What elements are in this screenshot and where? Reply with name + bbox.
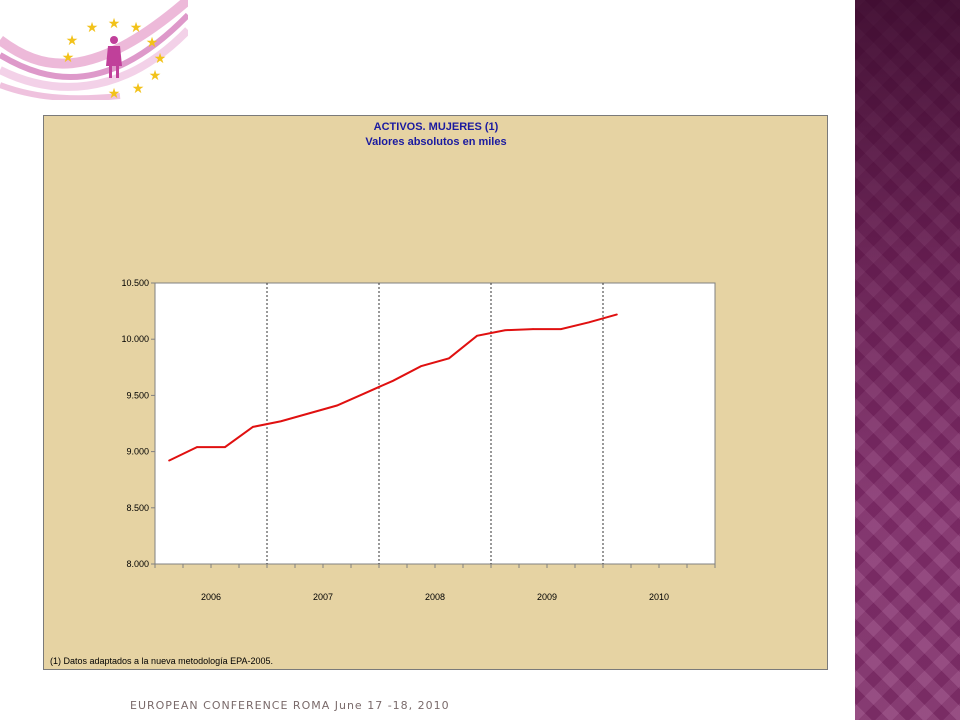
chart-frame: ACTIVOS. MUJERES (1) Valores absolutos e… (43, 115, 828, 670)
chart-title: ACTIVOS. MUJERES (1) (374, 121, 499, 133)
data-point (616, 313, 618, 316)
eu-women-stars-logo: ★ ★ ★ ★ ★ ★ ★ ★ ★ ★ (0, 0, 188, 100)
data-point (168, 459, 170, 462)
svg-text:★: ★ (154, 51, 167, 67)
x-tick-label: 2006 (201, 592, 221, 602)
x-tick-label: 2010 (649, 592, 669, 602)
data-point (336, 404, 338, 407)
svg-text:★: ★ (86, 20, 99, 36)
y-axis: 8.000 8.500 9.000 9.500 10.000 10.500 (121, 278, 155, 569)
plot-area (154, 282, 716, 565)
chart-footnote: (1) Datos adaptados a la nueva metodolog… (50, 656, 273, 666)
woman-figure-icon (106, 36, 122, 78)
data-point (448, 357, 450, 360)
y-tick-label: 9.500 (126, 390, 149, 400)
data-point (476, 335, 478, 337)
y-tick-label: 10.500 (121, 278, 149, 288)
y-tick-label: 8.000 (126, 559, 149, 569)
footer-text: EUROPEAN CONFERENCE ROMA June 17 -18, 20… (130, 699, 450, 712)
y-tick-label: 9.000 (126, 447, 149, 457)
x-tick-label: 2007 (313, 592, 333, 602)
svg-text:★: ★ (66, 33, 79, 49)
data-point (504, 329, 506, 332)
svg-text:★: ★ (132, 81, 145, 97)
data-point (196, 446, 198, 448)
y-tick-label: 10.000 (121, 334, 149, 344)
series-layer (168, 313, 618, 462)
data-point (280, 420, 282, 423)
svg-text:★: ★ (149, 68, 162, 84)
svg-text:★: ★ (108, 86, 121, 100)
data-point (308, 412, 310, 415)
x-tick-label: 2008 (425, 592, 445, 602)
data-point (224, 446, 226, 448)
chart-subtitle: Valores absolutos en miles (365, 136, 506, 148)
data-point (252, 426, 254, 428)
y-tick-label: 8.500 (126, 503, 149, 513)
data-point (364, 392, 366, 394)
data-point (420, 365, 422, 367)
star-ring-icon: ★ ★ ★ ★ ★ ★ ★ ★ ★ ★ (62, 16, 167, 100)
data-point (532, 328, 534, 330)
svg-text:★: ★ (130, 20, 143, 36)
data-point (588, 321, 590, 324)
x-tick-label: 2009 (537, 592, 557, 602)
data-point (560, 328, 562, 330)
line-chart: ACTIVOS. MUJERES (1) Valores absolutos e… (50, 121, 716, 666)
x-axis: 2006 2007 2008 2009 2010 (154, 564, 716, 602)
svg-text:★: ★ (62, 50, 75, 66)
pink-ribbon-swoosh (0, 0, 188, 100)
decorative-side-panel (855, 0, 960, 720)
svg-text:★: ★ (146, 35, 159, 51)
data-point (392, 379, 394, 382)
svg-text:★: ★ (108, 16, 121, 32)
